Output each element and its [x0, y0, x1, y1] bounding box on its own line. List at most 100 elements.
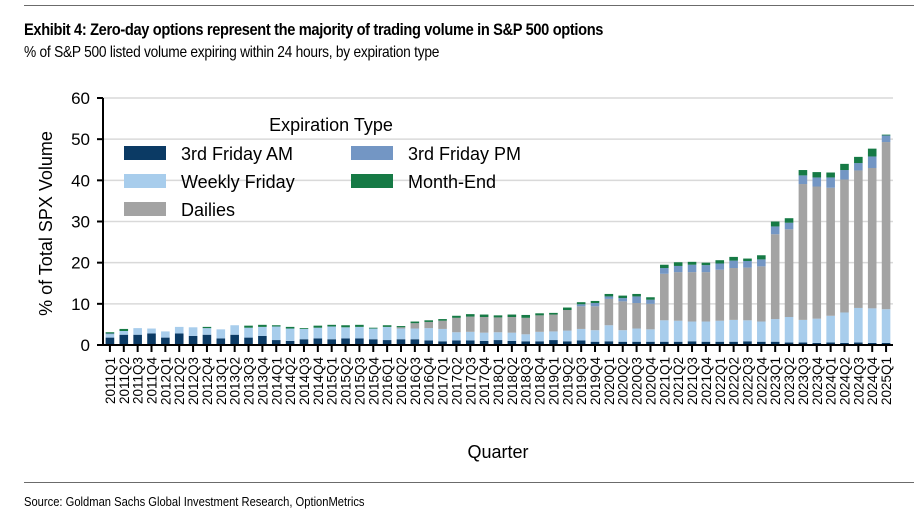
bar-segment-dailies: [507, 317, 517, 333]
bar-segment-weekly-friday: [715, 320, 725, 342]
bar-segment-3rd-friday-pm: [743, 261, 752, 268]
bar-segment-month-end: [632, 293, 641, 297]
bar-segment-3rd-friday-am: [867, 342, 877, 345]
x-tick-label: 2019Q4: [588, 357, 603, 406]
bar-segment-dailies: [798, 184, 808, 320]
x-tick-label: 2018Q1: [491, 357, 506, 405]
x-tick-label: 2015Q4: [366, 357, 381, 406]
y-axis-ticks: 0 10 20 30 40 50 60: [71, 89, 103, 355]
x-tick-label: 2022Q2: [727, 357, 742, 405]
bar-segment-month-end: [452, 315, 461, 318]
x-tick-label: 2011Q2: [117, 357, 132, 404]
x-tick-label: 2022Q4: [754, 357, 769, 406]
bar-segment-dailies: [854, 170, 863, 308]
bar-segment-3rd-friday-am: [646, 341, 655, 345]
bar-segment-weekly-friday: [535, 331, 544, 342]
bar-segment-weekly-friday: [743, 320, 752, 342]
bar-segment-dailies: [701, 272, 711, 322]
bar-segment-weekly-friday: [881, 309, 891, 343]
bar-segment-3rd-friday-am: [770, 341, 780, 345]
bar-segment-month-end: [327, 324, 336, 327]
bar-segment-3rd-friday-am: [521, 341, 531, 345]
bar-segment-3rd-friday-pm: [770, 226, 780, 235]
bar-segment-month-end: [687, 261, 697, 265]
bar-segment-weekly-friday: [341, 327, 350, 339]
bar-segment-weekly-friday: [174, 326, 184, 334]
bar-segment-month-end: [715, 260, 725, 264]
bar-segment-weekly-friday: [757, 321, 766, 342]
bar-segment-3rd-friday-am: [604, 341, 614, 345]
bar-segment-3rd-friday-pm: [784, 222, 794, 230]
bar-segment-weekly-friday: [230, 325, 239, 335]
bar-segment-month-end: [826, 172, 835, 178]
bar-segment-month-end: [341, 325, 350, 328]
x-tick-label: 2024Q3: [851, 357, 866, 405]
bar-segment-weekly-friday: [729, 319, 738, 342]
bar-segment-weekly-friday: [798, 319, 808, 343]
bar-segment-month-end: [590, 300, 600, 304]
bar-segment-dailies: [881, 142, 891, 310]
bar-segment-weekly-friday: [479, 332, 489, 341]
source-note: Source: Goldman Sachs Global Investment …: [24, 494, 365, 509]
bar-segment-weekly-friday: [382, 326, 392, 341]
x-tick-label: 2014Q3: [297, 357, 312, 405]
bar-segment-3rd-friday-am: [452, 340, 461, 345]
x-tick-label: 2020Q3: [630, 357, 645, 405]
x-axis-ticks: 2011Q12011Q22011Q32011Q42012Q12012Q22012…: [103, 345, 894, 405]
bar-segment-month-end: [646, 297, 655, 300]
bar-segment-3rd-friday-pm: [729, 260, 738, 269]
x-tick-label: 2021Q4: [699, 357, 714, 406]
bar-segment-3rd-friday-am: [355, 338, 364, 345]
bar-segment-month-end: [840, 163, 849, 171]
x-tick-label: 2021Q1: [657, 357, 672, 405]
x-tick-label: 2014Q1: [269, 357, 284, 405]
bar-segment-3rd-friday-am: [202, 334, 212, 345]
bar-segment-weekly-friday: [105, 334, 115, 338]
bar-segment-dailies: [757, 266, 766, 322]
x-tick-label: 2018Q3: [519, 357, 534, 405]
x-tick-label: 2023Q4: [810, 357, 825, 406]
x-tick-label: 2014Q2: [283, 357, 298, 405]
bar-segment-dailies: [660, 273, 669, 321]
bar-segment-weekly-friday: [327, 326, 336, 340]
bar-segment-month-end: [119, 328, 129, 331]
y-axis-title: % of Total SPX Volume: [36, 131, 56, 316]
bar-segment-weekly-friday: [563, 330, 572, 342]
bar-segment-3rd-friday-pm: [881, 135, 891, 143]
bar-segment-dailies: [549, 314, 558, 332]
bar-segment-weekly-friday: [867, 308, 877, 343]
legend-swatch-month-end: [351, 174, 393, 188]
bar-segment-month-end: [258, 324, 267, 327]
bar-segment-weekly-friday: [507, 332, 517, 341]
bar-segment-3rd-friday-am: [119, 334, 129, 345]
bar-segment-3rd-friday-am: [105, 337, 115, 345]
bar-segment-dailies: [396, 327, 406, 329]
y-tick-label: 10: [71, 295, 90, 314]
bar-segment-3rd-friday-am: [854, 342, 863, 345]
x-tick-label: 2013Q3: [242, 357, 257, 405]
top-rule: [24, 5, 914, 6]
bar-segment-month-end: [770, 221, 780, 227]
x-tick-label: 2022Q3: [740, 357, 755, 405]
bar-segment-month-end: [743, 258, 752, 262]
bar-segment-3rd-friday-am: [590, 341, 600, 345]
bar-segment-weekly-friday: [465, 331, 475, 341]
bar-segment-3rd-friday-am: [687, 341, 697, 345]
bar-segment-month-end: [563, 307, 572, 311]
bar-segment-month-end: [576, 302, 586, 305]
bar-segment-3rd-friday-am: [743, 341, 752, 345]
x-tick-label: 2017Q2: [449, 357, 464, 405]
bar-segment-3rd-friday-am: [174, 333, 184, 345]
bar-segment-3rd-friday-am: [368, 339, 378, 345]
bar-segment-3rd-friday-pm: [798, 175, 808, 185]
bar-segment-month-end: [382, 325, 392, 327]
x-tick-label: 2022Q1: [713, 357, 728, 405]
bar-segment-month-end: [854, 156, 863, 164]
bar-segment-3rd-friday-pm: [701, 265, 711, 273]
bar-segment-month-end: [660, 264, 669, 269]
x-tick-label: 2012Q1: [158, 357, 173, 405]
bar-segment-weekly-friday: [493, 332, 503, 341]
bar-segment-3rd-friday-am: [618, 341, 628, 345]
bar-segment-3rd-friday-pm: [604, 296, 614, 299]
x-tick-label: 2019Q1: [546, 357, 561, 405]
